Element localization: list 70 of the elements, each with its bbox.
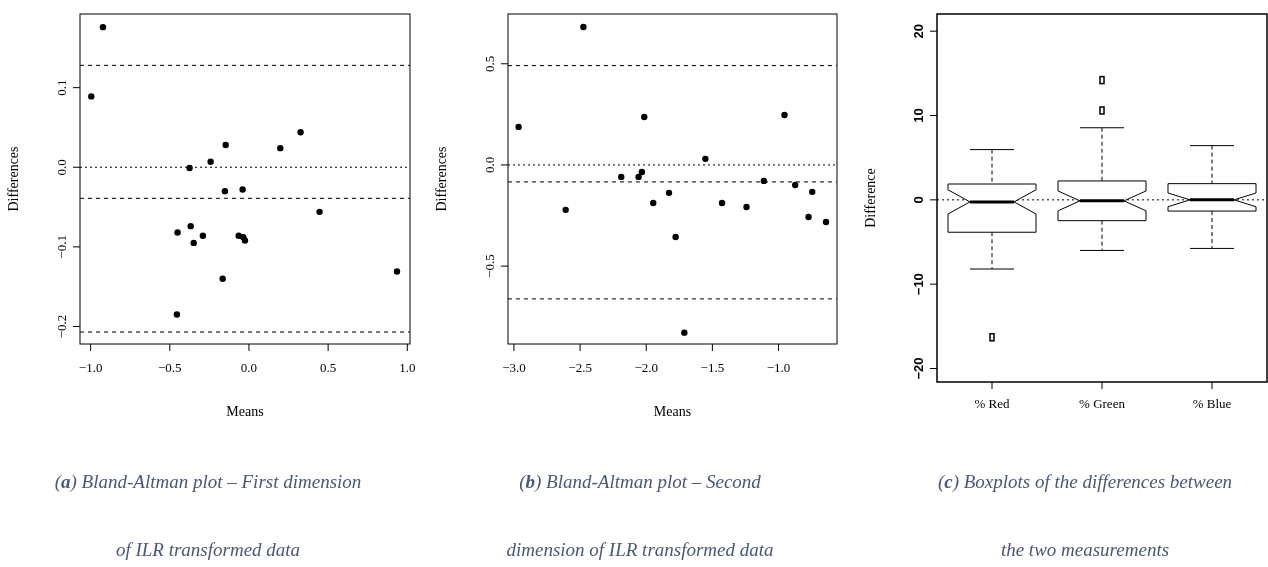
x-axis-title: Means (653, 404, 692, 419)
x-tick-label: −2.5 (568, 360, 592, 375)
point (173, 311, 181, 318)
point (297, 129, 304, 136)
point (760, 177, 768, 185)
text: (c) Boxplots of the differences between the two measurements (937, 471, 1233, 560)
x-tick-label: −1.0 (78, 360, 103, 375)
point (641, 113, 648, 121)
point (743, 203, 750, 211)
point (515, 123, 522, 131)
point (618, 173, 625, 181)
point (187, 222, 194, 230)
x-tick-label: 1.0 (399, 360, 416, 375)
point (580, 23, 587, 31)
point (199, 232, 207, 239)
y-tick-label: −0.2 (54, 314, 69, 339)
x-axis-title: Means (226, 404, 264, 419)
x-tick-label: 0.5 (320, 360, 337, 375)
point (805, 213, 812, 221)
x-tick-label: −1.0 (766, 360, 791, 375)
point (207, 158, 214, 165)
point (702, 155, 709, 163)
y-tick-label: 0.0 (54, 159, 69, 176)
point (174, 229, 181, 236)
point (718, 199, 726, 207)
point (221, 187, 229, 195)
y-tick-label: −10 (911, 273, 926, 296)
point (635, 173, 642, 181)
y-tick-label: −0.5 (482, 254, 497, 278)
y-axis-title: Difference (863, 168, 878, 228)
y-tick-label: 10 (911, 108, 926, 123)
y-tick-label: 0.1 (54, 79, 69, 96)
x-tick-label: 0.0 (240, 360, 258, 375)
point (316, 208, 323, 216)
y-tick-label: −20 (911, 357, 926, 380)
point (277, 144, 284, 152)
point (809, 188, 816, 196)
point (190, 239, 197, 247)
x-tick-label: −3.0 (502, 360, 526, 375)
point (222, 141, 229, 149)
x-tick-label: −2.0 (634, 360, 659, 375)
point (665, 189, 673, 197)
point (99, 23, 107, 31)
point (650, 199, 657, 207)
point (393, 268, 401, 275)
point (88, 93, 95, 100)
y-tick-label: 0.0 (482, 156, 497, 174)
point (186, 164, 193, 172)
x-tick-label: % Blue (1192, 396, 1232, 411)
text: (b) Bland-Altman plot – Second dimension of ILR transformed data (506, 471, 774, 560)
y-axis-title: Differences (6, 146, 21, 212)
point (562, 206, 569, 214)
point (219, 275, 226, 282)
point (822, 218, 830, 226)
point (672, 233, 679, 241)
y-tick-label: 0 (911, 196, 926, 204)
x-tick-label: % Red (974, 396, 1010, 411)
y-axis-title: Differences (434, 146, 449, 212)
point (781, 111, 788, 119)
y-tick-label: −0.1 (54, 235, 69, 259)
x-tick-label: −1.5 (700, 360, 725, 375)
point (792, 181, 799, 189)
y-tick-label: 0.5 (482, 55, 497, 72)
x-tick-label: −0.5 (157, 360, 182, 375)
point (681, 329, 688, 336)
x-tick-label: % Green (1079, 396, 1126, 411)
point (638, 168, 646, 176)
text: (a) Bland-Altman plot – First dimension of ILR transformed data (54, 471, 362, 560)
point (239, 186, 246, 193)
y-tick-label: 20 (911, 23, 926, 39)
